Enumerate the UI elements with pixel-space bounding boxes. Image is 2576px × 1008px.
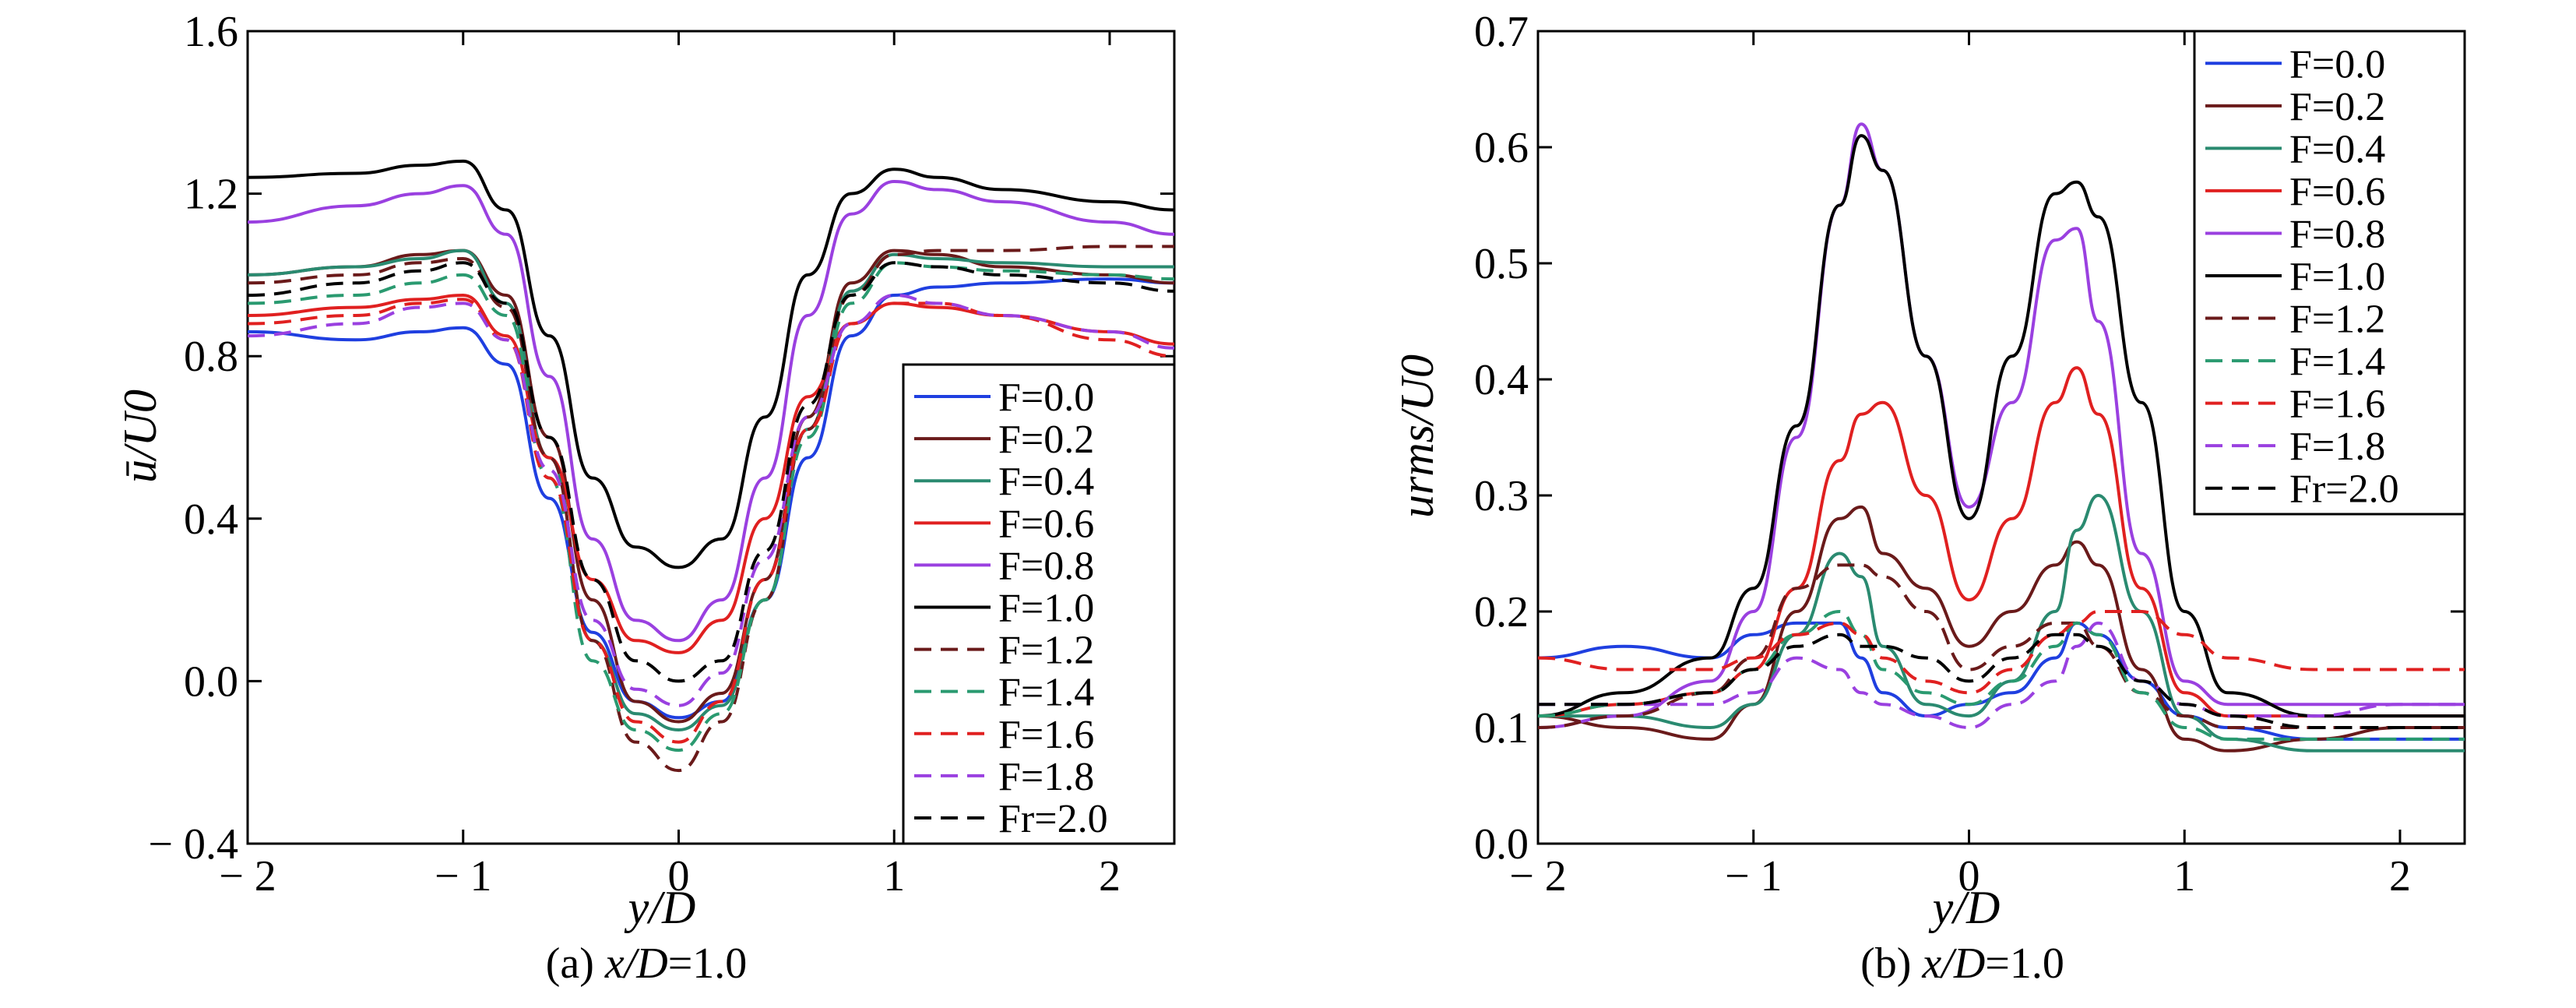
y-tick-label: 0.0 (184, 657, 238, 706)
x-tick-label: − 1 (435, 852, 492, 901)
legend-label: F=1.4 (998, 671, 1094, 715)
y-tick-label: 1.6 (184, 8, 238, 56)
series-line-F04 (248, 248, 1174, 732)
plot-b-xlabel: y/D (1928, 882, 2001, 933)
y-tick-label: 0.7 (1474, 8, 1529, 56)
legend-label: F=1.6 (2289, 382, 2385, 427)
legend-label: Fr=2.0 (998, 797, 1108, 841)
y-tick-label: − 0.4 (148, 820, 238, 869)
x-tick-label: − 1 (1725, 852, 1782, 901)
series-line-F04 (1538, 493, 2465, 752)
series-line-F10 (248, 159, 1174, 569)
legend-label: F=0.2 (998, 418, 1094, 462)
plot-b-legend: F=0.0F=0.2F=0.4F=0.6F=0.8F=1.0F=1.2F=1.4… (2193, 30, 2466, 516)
legend-label: F=0.8 (2289, 212, 2385, 256)
legend-label: F=0.4 (998, 460, 1094, 504)
series-line-F06 (248, 293, 1174, 654)
x-tick-label: 2 (1099, 852, 1121, 901)
series-line-F18 (1538, 621, 2465, 730)
series-line-Fr20 (1538, 633, 2465, 730)
x-tick-label: 1 (883, 852, 905, 901)
legend-label: F=1.4 (2289, 340, 2385, 384)
y-tick-label: 0.6 (1474, 124, 1529, 172)
legend-label: F=1.8 (998, 755, 1094, 799)
legend-box (2193, 30, 2466, 516)
legend-label: F=0.0 (998, 375, 1094, 420)
plot-b-series (1538, 122, 2465, 752)
y-tick-label: 0.4 (184, 495, 238, 544)
legend-label: F=0.0 (2289, 42, 2385, 86)
series-line-F14 (1538, 609, 2465, 741)
legend-label: F=1.2 (2289, 298, 2385, 342)
series-line-F16 (248, 298, 1174, 744)
x-tick-label: 0 (667, 852, 689, 901)
y-tick-label: 0.4 (1474, 356, 1529, 404)
y-tick-label: 0.1 (1474, 704, 1529, 752)
y-tick-label: 0.0 (1474, 820, 1529, 869)
caption-a: (a) x/D=1.0 (546, 939, 748, 988)
series-line-F16 (1538, 609, 2465, 695)
legend-label: F=0.4 (2289, 127, 2385, 171)
legend-label: F=1.6 (998, 713, 1094, 757)
series-line-F10 (1538, 134, 2465, 718)
series-line-F00 (248, 277, 1174, 720)
legend-label: F=1.0 (2289, 255, 2385, 299)
legend-label: F=0.2 (2289, 85, 2385, 129)
y-tick-label: 0.8 (184, 333, 238, 381)
x-tick-label: − 2 (219, 852, 276, 901)
plot-a-series (248, 159, 1174, 773)
series-line-F12 (248, 245, 1174, 773)
legend-label: F=1.8 (2289, 425, 2385, 469)
series-line-F06 (1538, 366, 2465, 718)
y-tick-label: 0.2 (1474, 588, 1529, 636)
y-tick-label: 0.3 (1474, 472, 1529, 520)
legend-label: F=0.8 (998, 544, 1094, 588)
legend-label: F=1.2 (998, 629, 1094, 673)
series-line-F14 (248, 261, 1174, 752)
y-tick-label: 0.5 (1474, 240, 1529, 288)
panel-b: − 2− 1 0 1 20.00.10.20.30.40.50.60.7 F=0.0F… (1392, 8, 2466, 988)
series-line-F08 (1538, 122, 2465, 729)
plot-b-ylabel: urms/U0 (1392, 354, 1443, 518)
x-tick-label: 0 (1958, 852, 1980, 901)
plot-a-ticks: − 2 − 1 0 1 2 − 0.4 0.0 0.4 0.8 1.2 1.6 (148, 8, 1174, 901)
legend-label: F=1.0 (998, 587, 1094, 631)
legend-box (902, 363, 1176, 845)
x-tick-label: 2 (2389, 852, 2411, 901)
plot-a-ylabel: ū/U0 (114, 389, 166, 483)
plot-b-ticks: − 2 − 1 0 1 2 0.0 0.1 0.2 0.3 0.4 0.5 0.6 0.7 (1474, 8, 2465, 901)
series-line-Fr20 (248, 261, 1174, 683)
panel-a: − 2 − 1 0 1 2 − 0.4 0.0 0.4 0.8 1.2 1.6 F=0.0F=0.2… (114, 8, 1176, 988)
plot-a-xlabel: y/D (624, 882, 696, 933)
caption-b: (b) x/D=1.0 (1860, 939, 2064, 988)
series-line-F18 (248, 293, 1174, 707)
legend-label: Fr=2.0 (2289, 467, 2399, 512)
y-tick-label: 1.2 (184, 171, 238, 219)
x-tick-label: − 2 (1509, 852, 1567, 901)
x-tick-label: 1 (2173, 852, 2195, 901)
plot-a-legend: F=0.0F=0.2F=0.4F=0.6F=0.8F=1.0F=1.2F=1.4… (902, 363, 1176, 845)
series-line-F02 (1538, 505, 2465, 752)
legend-label: F=0.6 (2289, 170, 2385, 214)
series-line-F00 (1538, 621, 2465, 741)
legend-label: F=0.6 (998, 502, 1094, 546)
series-line-F08 (248, 179, 1174, 643)
series-line-F12 (1538, 563, 2465, 730)
